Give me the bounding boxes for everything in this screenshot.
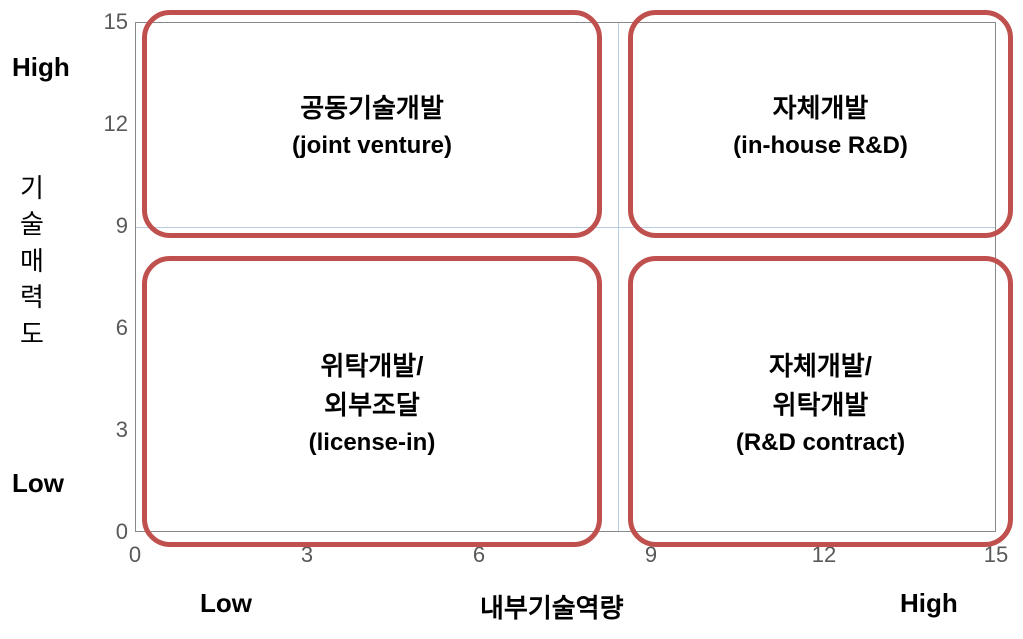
y-axis-title-char-1: 술 [20,206,44,242]
x-tick-0: 0 [129,542,141,568]
quadrant-top-right-subtitle: (in-house R&D) [733,132,908,160]
y-axis-low-label: Low [12,468,64,499]
y-tick-12: 12 [88,111,128,137]
y-axis-high-label: High [12,52,70,83]
quadrant-top-right-title: 자체개발 [773,89,869,128]
y-tick-0: 0 [88,519,128,545]
y-axis-title-char-2: 매 [20,243,44,279]
quadrant-bottom-right-subtitle: (R&D contract) [736,429,905,457]
y-tick-15: 15 [88,9,128,35]
y-axis-title-char-4: 도 [20,316,44,352]
y-axis-title-char-3: 력 [20,279,44,315]
y-tick-6: 6 [88,315,128,341]
y-axis-title: 기 술 매 력 도 [20,170,44,352]
y-tick-3: 3 [88,417,128,443]
y-axis-title-char-0: 기 [20,170,44,206]
quadrant-chart: 0 3 6 9 12 15 0 3 6 9 12 15 High Low 기 술… [0,0,1023,639]
gridline-vertical [618,23,619,531]
quadrant-top-left: 공동기술개발 (joint venture) [142,10,602,238]
quadrant-top-left-title: 공동기술개발 [300,89,444,128]
quadrant-bottom-right: 자체개발/ 위탁개발 (R&D contract) [628,256,1013,547]
quadrant-bottom-left: 위탁개발/ 외부조달 (license-in) [142,256,602,547]
quadrant-top-left-subtitle: (joint venture) [292,132,452,160]
x-axis-low-label: Low [200,588,252,619]
quadrant-bottom-left-subtitle: (license-in) [309,429,436,457]
y-tick-9: 9 [88,213,128,239]
quadrant-bottom-right-title: 자체개발/ 위탁개발 [769,347,872,425]
quadrant-top-right: 자체개발 (in-house R&D) [628,10,1013,238]
x-axis-high-label: High [900,588,958,619]
x-axis-title: 내부기술역량 [480,588,624,625]
quadrant-bottom-left-title: 위탁개발/ 외부조달 [321,347,424,425]
